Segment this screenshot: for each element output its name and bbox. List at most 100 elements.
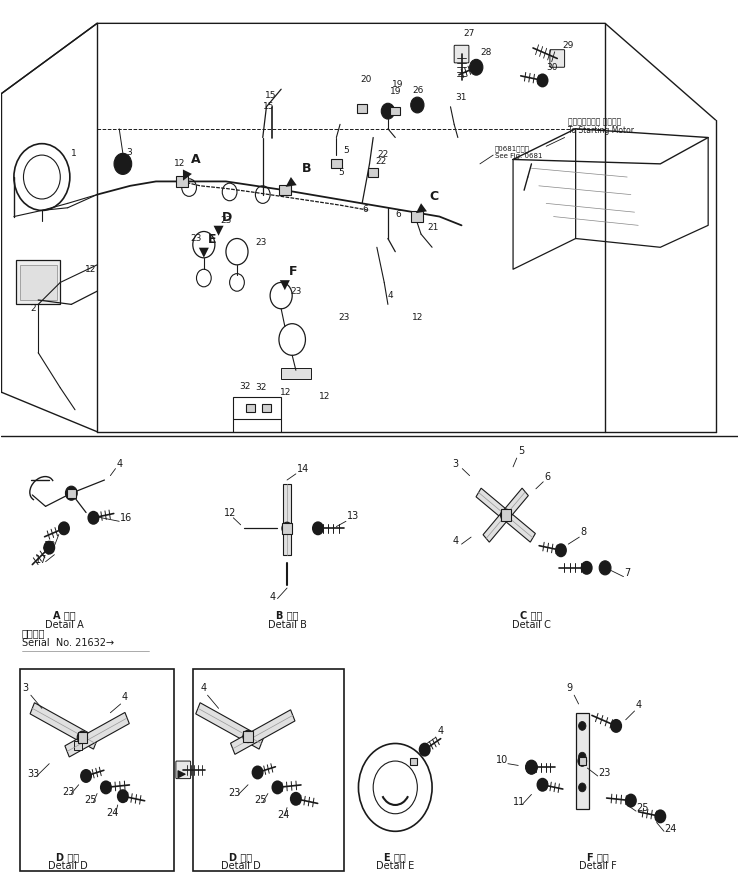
Bar xyxy=(281,368,310,379)
Text: 12: 12 xyxy=(84,264,96,274)
Text: 11: 11 xyxy=(513,796,525,807)
Polygon shape xyxy=(476,488,535,542)
Text: 第0681図参照: 第0681図参照 xyxy=(494,146,530,152)
Text: To Starting Motor: To Starting Motor xyxy=(568,126,634,135)
Text: 31: 31 xyxy=(456,93,467,102)
Text: Detail F: Detail F xyxy=(579,861,616,870)
Polygon shape xyxy=(196,703,264,749)
Circle shape xyxy=(101,781,111,794)
Circle shape xyxy=(579,722,586,730)
Text: 12: 12 xyxy=(412,313,423,322)
Text: 19: 19 xyxy=(392,80,403,89)
Bar xyxy=(357,104,367,113)
Circle shape xyxy=(611,720,621,732)
Bar xyxy=(78,732,87,743)
Circle shape xyxy=(599,561,611,575)
Text: 5: 5 xyxy=(338,168,344,177)
Text: 27: 27 xyxy=(464,29,475,38)
Circle shape xyxy=(500,509,511,522)
Circle shape xyxy=(381,103,395,119)
Circle shape xyxy=(579,783,586,792)
Text: Detail A: Detail A xyxy=(44,620,84,630)
Text: Detail D: Detail D xyxy=(221,861,261,870)
Bar xyxy=(16,261,61,304)
Text: 4: 4 xyxy=(116,459,123,469)
Bar xyxy=(331,159,341,168)
Bar xyxy=(279,185,290,196)
Text: F 詳細: F 詳細 xyxy=(587,852,609,862)
Circle shape xyxy=(556,544,566,557)
FancyBboxPatch shape xyxy=(176,761,191,779)
Text: 23: 23 xyxy=(290,286,302,296)
Text: D 詳細: D 詳細 xyxy=(229,852,252,862)
Text: 4: 4 xyxy=(121,692,128,702)
Text: 18: 18 xyxy=(44,541,56,552)
Bar xyxy=(246,404,255,412)
Circle shape xyxy=(579,752,586,761)
Text: 29: 29 xyxy=(562,41,573,49)
Text: 24: 24 xyxy=(277,810,290,820)
Bar xyxy=(579,757,586,765)
Circle shape xyxy=(525,760,537,774)
Bar xyxy=(193,669,344,870)
Polygon shape xyxy=(231,710,295,754)
Bar xyxy=(20,669,174,870)
Text: スターティング モータヘ: スターティング モータヘ xyxy=(568,117,621,126)
Text: B 詳細: B 詳細 xyxy=(276,611,299,620)
Polygon shape xyxy=(65,713,129,757)
Text: 26: 26 xyxy=(412,86,423,95)
Text: A 詳細: A 詳細 xyxy=(52,611,75,620)
Text: 20: 20 xyxy=(361,75,372,84)
Text: 2: 2 xyxy=(31,304,36,313)
Text: 22: 22 xyxy=(377,151,388,159)
Bar xyxy=(282,523,292,534)
Text: 6: 6 xyxy=(544,472,550,482)
Text: 15: 15 xyxy=(265,91,276,100)
Text: 33: 33 xyxy=(27,769,39,780)
Text: 21: 21 xyxy=(427,224,438,233)
Circle shape xyxy=(253,766,263,779)
Circle shape xyxy=(420,744,430,756)
Text: Detail E: Detail E xyxy=(376,861,415,870)
Text: 3: 3 xyxy=(126,148,132,157)
Text: 5: 5 xyxy=(344,146,350,155)
Text: 4: 4 xyxy=(636,700,641,710)
Text: 4: 4 xyxy=(437,727,443,737)
Circle shape xyxy=(469,59,483,75)
Text: E 詳細: E 詳細 xyxy=(384,852,406,862)
Circle shape xyxy=(582,562,592,574)
Text: 16: 16 xyxy=(120,513,132,523)
FancyBboxPatch shape xyxy=(454,45,469,63)
Circle shape xyxy=(537,779,548,791)
Circle shape xyxy=(77,731,87,744)
Text: 23: 23 xyxy=(338,313,350,322)
Circle shape xyxy=(411,97,424,113)
Text: 32: 32 xyxy=(239,382,251,391)
Circle shape xyxy=(282,522,292,535)
Text: E: E xyxy=(208,233,216,246)
Text: 25: 25 xyxy=(84,795,97,805)
Bar xyxy=(67,489,76,498)
Polygon shape xyxy=(30,703,98,749)
Text: See Fig. 0681: See Fig. 0681 xyxy=(494,153,542,159)
Polygon shape xyxy=(483,488,528,542)
Circle shape xyxy=(66,486,77,500)
Text: D 詳細: D 詳細 xyxy=(56,852,79,862)
Text: Detail D: Detail D xyxy=(48,861,87,870)
Bar xyxy=(576,713,589,810)
Bar xyxy=(176,176,188,187)
Bar xyxy=(410,758,418,765)
Text: 28: 28 xyxy=(480,48,491,56)
Circle shape xyxy=(44,542,55,554)
Text: C 詳細: C 詳細 xyxy=(520,611,542,620)
Text: 25: 25 xyxy=(637,803,650,813)
Text: 12: 12 xyxy=(319,392,331,401)
Text: 9: 9 xyxy=(567,684,573,693)
Circle shape xyxy=(272,781,282,794)
Bar xyxy=(500,509,511,522)
Circle shape xyxy=(118,790,128,803)
Text: 10: 10 xyxy=(496,755,508,766)
Bar xyxy=(390,107,400,115)
Circle shape xyxy=(626,795,636,807)
Circle shape xyxy=(81,770,91,782)
